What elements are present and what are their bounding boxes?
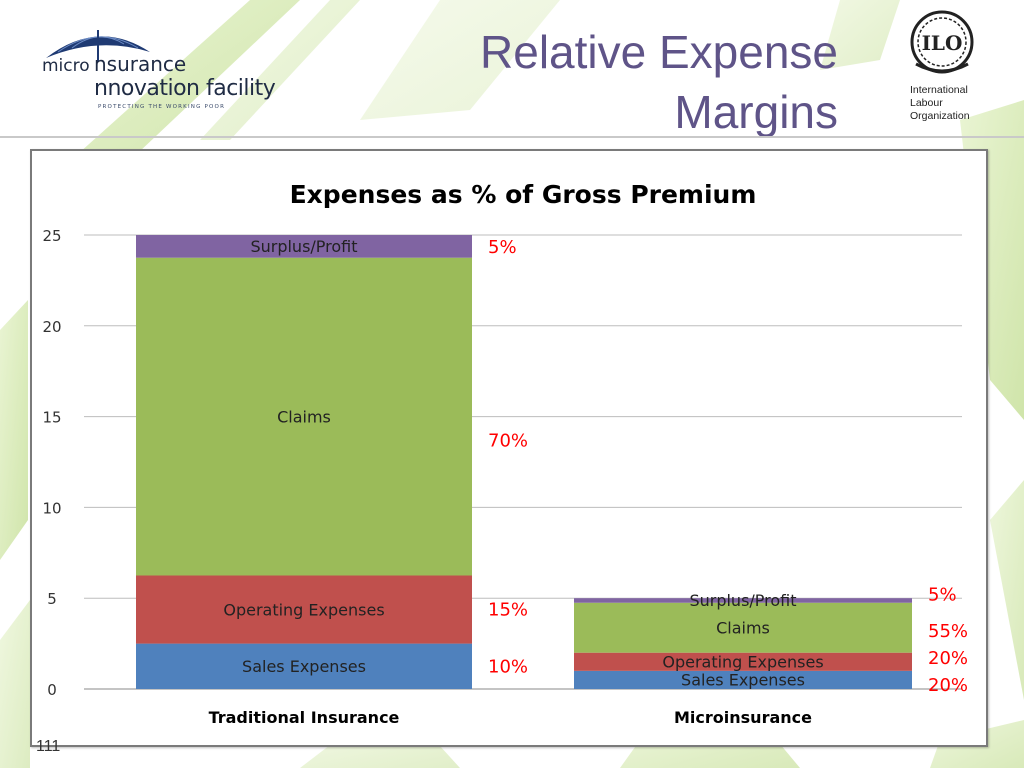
ilo-emblem-letters: ILO <box>922 31 963 55</box>
segment-label-traditional-insurance-sales-expenses: Sales Expenses <box>242 657 366 676</box>
chart-frame: Expenses as % of Gross Premium 0 5 10 15 20 25… <box>30 149 988 747</box>
y-tick-label-5: 5 <box>47 590 57 608</box>
ilo-logo: ILO International Labour Organization <box>902 8 986 130</box>
segment-label-microinsurance-surplus-profit: Surplus/Profit <box>689 591 796 610</box>
percent-label-traditional-insurance-surplus-profit: 5% <box>488 237 517 258</box>
stacked-bar-chart: Expenses as % of Gross Premium 0 5 10 15 20 25… <box>42 180 968 727</box>
bar-microinsurance-sales-expenses <box>574 670 912 689</box>
percent-label-traditional-insurance-sales-expenses: 10% <box>488 656 528 677</box>
logo-tagline: PROTECTING THE WORKING POOR <box>98 104 226 110</box>
segment-label-microinsurance-sales-expenses: Sales Expenses <box>681 671 805 690</box>
bar-microinsurance-surplus-profit <box>574 598 912 603</box>
logo-word-micro: micro <box>42 56 90 76</box>
chart-title: Expenses as % of Gross Premium <box>290 180 757 209</box>
segment-label-microinsurance-claims: Claims <box>716 618 770 637</box>
slide-title-line-2: Margins <box>674 86 838 138</box>
bar-traditional-insurance-claims <box>136 257 472 576</box>
y-tick-label-25: 25 <box>42 227 61 245</box>
percent-label-microinsurance-operating-expenses: 20% <box>928 648 968 669</box>
percent-label-microinsurance-claims: 55% <box>928 621 968 642</box>
bar-microinsurance-operating-expenses <box>574 652 912 671</box>
y-tick-label-20: 20 <box>42 318 61 336</box>
y-tick-label-15: 15 <box>42 409 61 427</box>
slide-title: Relative Expense Margins <box>358 22 838 142</box>
logo-word-insurance: nsurance <box>94 52 187 76</box>
bar-traditional-insurance-operating-expenses <box>136 575 472 644</box>
segment-label-traditional-insurance-claims: Claims <box>277 407 331 426</box>
ilo-name-line-2: Labour <box>910 97 943 109</box>
bar-traditional-insurance-surplus-profit <box>136 235 472 258</box>
umbrella-icon <box>46 30 150 62</box>
segment-label-traditional-insurance-surplus-profit: Surplus/Profit <box>250 237 357 256</box>
slide-title-line-1: Relative Expense <box>480 26 838 78</box>
segment-label-microinsurance-operating-expenses: Operating Expenses <box>662 653 823 672</box>
ilo-emblem-icon: ILO <box>910 10 974 74</box>
bar-microinsurance-claims <box>574 602 912 653</box>
ilo-name-line-3: Organization <box>910 110 970 122</box>
segment-label-traditional-insurance-operating-expenses: Operating Expenses <box>223 600 384 619</box>
microinsurance-innovation-facility-logo: micro nsurance nnovation facility PROTEC… <box>38 22 278 114</box>
percent-label-traditional-insurance-operating-expenses: 15% <box>488 600 528 621</box>
page-number: 111 <box>36 738 61 755</box>
x-category-label-microinsurance: Microinsurance <box>674 708 812 727</box>
y-tick-label-0: 0 <box>47 681 57 699</box>
percent-label-traditional-insurance-claims: 70% <box>488 431 528 452</box>
percent-label-microinsurance-sales-expenses: 20% <box>928 675 968 696</box>
logo-word-innovation: nnovation facility <box>94 76 276 101</box>
x-category-label-traditional-insurance: Traditional Insurance <box>209 708 400 727</box>
header-divider <box>0 136 1024 138</box>
ilo-name-line-1: International <box>910 84 968 96</box>
percent-label-microinsurance-surplus-profit: 5% <box>928 585 957 606</box>
y-tick-label-10: 10 <box>42 499 61 517</box>
bar-traditional-insurance-sales-expenses <box>136 643 472 689</box>
ilo-name: International Labour Organization <box>910 84 970 123</box>
